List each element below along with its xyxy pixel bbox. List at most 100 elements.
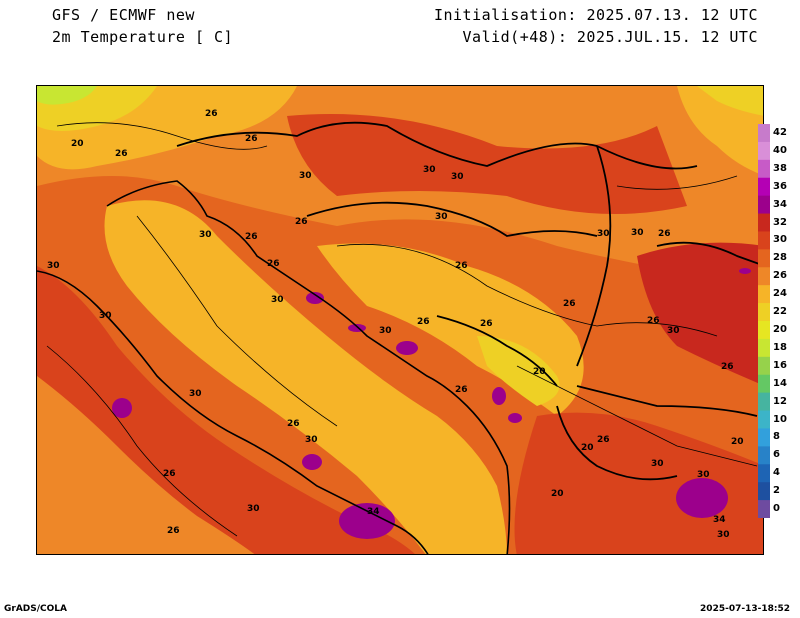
contour-line — [46, 345, 238, 537]
colorbar-swatch — [758, 249, 770, 268]
border-3 — [576, 145, 612, 367]
hotspot-5 — [396, 341, 418, 355]
colorbar-level-label: 18 — [773, 341, 787, 353]
colorbar-swatch — [758, 159, 770, 179]
colorbar-level-label: 20 — [773, 323, 787, 335]
contour-line — [336, 243, 718, 337]
initialisation-time: Initialisation: 2025.07.13. 12 UTC — [433, 6, 758, 24]
valid-time: Valid(+48): 2025.JUL.15. 12 UTC — [462, 28, 758, 46]
hotspot-8 — [508, 413, 522, 423]
hotspot-10 — [739, 268, 751, 274]
contour-label: 30 — [423, 165, 436, 175]
adriatic-sea — [104, 200, 507, 554]
region-italy-coast — [37, 376, 255, 554]
contour-line — [56, 122, 268, 150]
colorbar-swatch — [758, 392, 770, 412]
colorbar-level-label: 2 — [773, 485, 780, 497]
region-bulgaria — [637, 242, 763, 386]
contour-label: 20 — [581, 443, 594, 453]
contour-label: 26 — [721, 362, 734, 372]
colorbar-level-label: 16 — [773, 359, 787, 371]
border-1 — [306, 201, 598, 237]
colorbar-level-label: 28 — [773, 252, 787, 264]
footer-timestamp: 2025-07-13-18:52 — [700, 604, 790, 614]
region-balkan-highland — [477, 336, 560, 406]
colorbar-swatch — [758, 303, 770, 322]
colorbar-level-label: 8 — [773, 431, 780, 443]
contour-label: 30 — [651, 459, 664, 469]
colorbar-level-label: 22 — [773, 306, 787, 318]
colorbar — [757, 124, 771, 519]
colorbar-level-label: 40 — [773, 144, 787, 156]
border-5 — [576, 385, 758, 417]
contour-label: 20 — [533, 367, 546, 377]
contour-label: 26 — [658, 229, 671, 239]
contour-label: 30 — [451, 172, 464, 182]
contour-label: 26 — [455, 261, 468, 271]
region-hot-north — [287, 114, 687, 214]
footer-software: GrADS/COLA — [4, 604, 67, 614]
colorbar-level-label: 14 — [773, 377, 787, 389]
contour-label: 26 — [205, 109, 218, 119]
contour-label: 26 — [455, 385, 468, 395]
hotspot-9 — [676, 478, 728, 518]
contour-label: 30 — [47, 261, 60, 271]
contour-label: 30 — [379, 326, 392, 336]
region-alps-coldest — [37, 86, 97, 105]
colorbar-swatch — [758, 464, 770, 483]
colorbar-swatch — [758, 482, 770, 501]
colorbar-swatch — [758, 213, 770, 232]
contour-line — [616, 175, 738, 190]
colorbar-level-label: 36 — [773, 180, 787, 192]
contour-label: 34 — [367, 507, 380, 517]
contour-label: 26 — [417, 317, 430, 327]
border-6 — [556, 405, 678, 481]
map-title-model: GFS / ECMWF new — [52, 6, 195, 24]
border-2 — [436, 315, 558, 387]
colorbar-swatch — [758, 195, 770, 215]
colorbar-swatch — [758, 410, 770, 429]
contour-label: 30 — [305, 435, 318, 445]
colorbar-swatch — [758, 446, 770, 465]
colorbar-swatch — [758, 285, 770, 304]
contour-label: 30 — [271, 295, 284, 305]
colorbar-level-label: 30 — [773, 234, 787, 246]
colorbar-swatch — [758, 141, 770, 161]
contour-label: 34 — [713, 515, 726, 525]
contour-label: 30 — [99, 311, 112, 321]
colorbar-swatch — [758, 500, 770, 519]
colorbar-level-label: 4 — [773, 467, 780, 479]
colorbar-level-label: 0 — [773, 503, 780, 515]
hotspot-1 — [112, 398, 132, 418]
colorbar-swatch — [758, 374, 770, 394]
contour-label: 30 — [597, 229, 610, 239]
contour-label: 26 — [167, 526, 180, 536]
italy-coastline — [37, 270, 429, 554]
hotspot-7 — [492, 387, 506, 405]
colorbar-level-label: 6 — [773, 449, 780, 461]
border-north — [176, 121, 698, 170]
coastline — [106, 180, 511, 554]
contour-label: 26 — [267, 259, 280, 269]
contour-label: 30 — [189, 389, 202, 399]
region-carpathians-cool — [697, 86, 763, 116]
contour-label: 30 — [247, 504, 260, 514]
contour-label: 20 — [731, 437, 744, 447]
colorbar-level-label: 38 — [773, 162, 787, 174]
contour-label: 26 — [597, 435, 610, 445]
colorbar-swatch — [758, 267, 770, 286]
hotspot-6 — [348, 324, 366, 332]
contour-line — [136, 215, 338, 427]
contour-label: 30 — [697, 470, 710, 480]
contour-label: 20 — [551, 489, 564, 499]
contour-label: 26 — [245, 134, 258, 144]
contour-label: 30 — [199, 230, 212, 240]
colorbar-level-label: 42 — [773, 126, 787, 138]
colorbar-swatch — [758, 231, 770, 250]
contour-label: 20 — [71, 139, 84, 149]
colorbar-level-label: 24 — [773, 288, 787, 300]
colorbar-level-label: 12 — [773, 395, 787, 407]
colorbar-swatch — [758, 356, 770, 376]
map-title-field: 2m Temperature [ C] — [52, 28, 234, 46]
colorbar-level-label: 10 — [773, 413, 787, 425]
